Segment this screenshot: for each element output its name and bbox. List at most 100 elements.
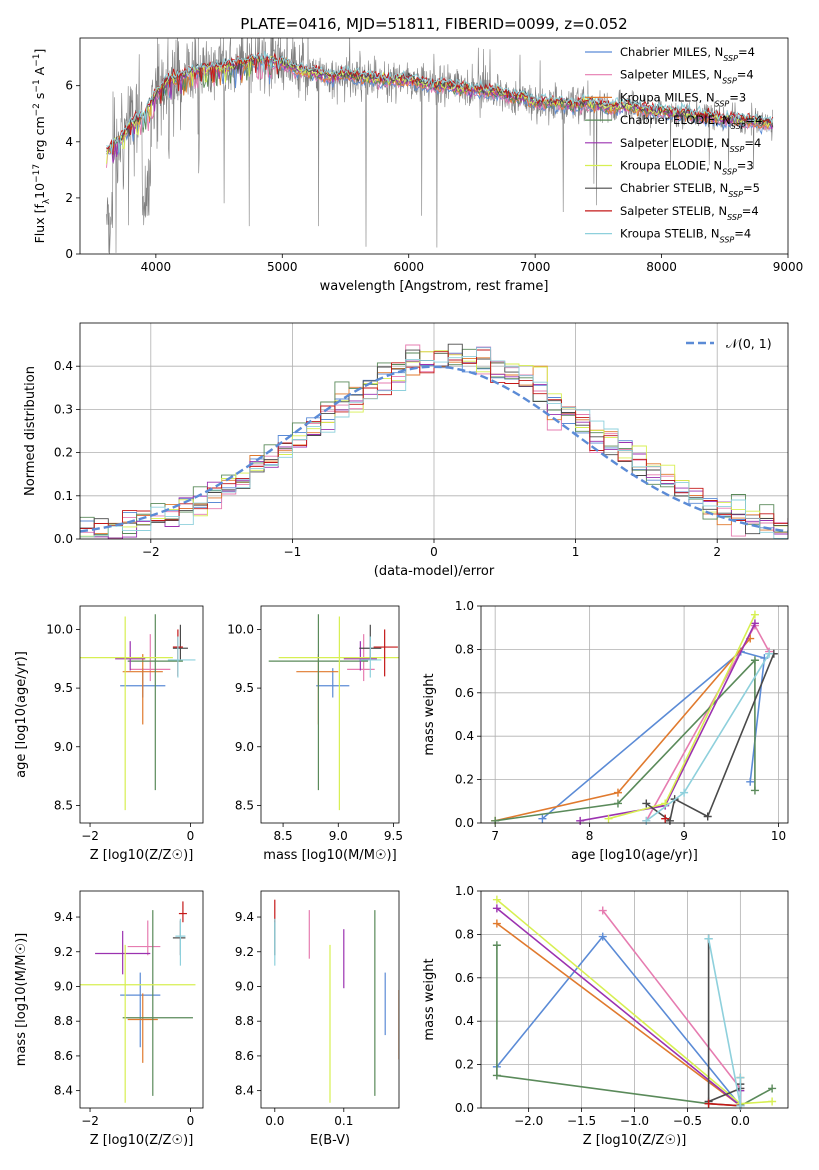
legend-label-sub: SSP <box>728 190 743 199</box>
residuals-panel: −2 −1 0 1 2 0.0 0.1 0.2 0.3 0.4 (data-model)/error… <box>23 322 789 579</box>
weight-vs-z-plot <box>492 895 777 1110</box>
y-axis-label-part: −1 <box>32 54 42 67</box>
y-axis-label-part: −1 <box>32 79 42 92</box>
weight-point-marker <box>750 786 759 795</box>
x-axis-label: Z [log10(Z/Z☉)] <box>583 1133 687 1148</box>
x-tick-label: 9000 <box>773 260 804 274</box>
weight-series <box>661 814 670 823</box>
axes-frame <box>79 890 204 1109</box>
errorbar-point <box>80 944 196 1103</box>
legend-label-name: Chabrier ELODIE, N <box>620 113 731 127</box>
legend-label-name: Salpeter MILES, N <box>620 68 722 82</box>
legend-label-sub: SSP <box>722 167 737 176</box>
weight-point-marker <box>703 812 712 821</box>
legend-label-sub: SSP <box>727 212 742 221</box>
x-axis-label: age [log10(age/yr)] <box>571 848 698 863</box>
errorbar-point <box>359 636 382 678</box>
y-axis-label-part: −2 <box>32 103 42 116</box>
legend-label-n: =3 <box>737 159 754 173</box>
y-axis-label: age [log10(age/yr)] <box>14 651 29 778</box>
y-tick-label: 9.0 <box>235 740 254 754</box>
legend-label-n: =3 <box>729 90 746 104</box>
spectrum-panel: 4000 5000 6000 7000 8000 9000 0 2 4 6 wavelength [… <box>32 37 804 294</box>
y-tick-label: 1.0 <box>455 599 474 613</box>
x-tick-label: −0.5 <box>673 1114 702 1128</box>
errorbar-point <box>373 629 398 677</box>
residual-histogram-step <box>80 347 788 539</box>
legend-label-n: =4 <box>744 136 761 150</box>
errorbar-point <box>343 641 377 671</box>
y-axis-label-part: erg cm <box>32 116 47 164</box>
x-axis-label: mass [log10(M/M☉)] <box>263 848 396 863</box>
legend-label-sub: SSP <box>723 54 738 63</box>
y-tick-label: 8.6 <box>235 1049 254 1063</box>
y-tick-label: 0.2 <box>455 1058 474 1072</box>
y-tick-label: 0.6 <box>455 686 474 700</box>
x-tick-label: 1 <box>572 545 580 559</box>
y-axis-label-part: −17 <box>32 164 42 183</box>
y-axis-label: mass weight <box>422 958 437 1040</box>
weight-series-line <box>541 650 766 820</box>
x-tick-label: −2 <box>142 545 160 559</box>
x-tick-label: 0 <box>187 829 195 843</box>
errorbar-point <box>122 910 193 1096</box>
y-tick-label: 9.0 <box>235 979 254 993</box>
y-axis-label-part: ] <box>32 49 47 54</box>
x-tick-label: 7000 <box>520 260 551 274</box>
x-tick-label: 8000 <box>646 260 677 274</box>
x-tick-label: 0.1 <box>334 1114 353 1128</box>
weight-point-marker <box>492 941 501 950</box>
weight-vs-z-panel: −2.0 −1.5 −1.0 −0.5 0.0 0.0 0.2 0.4 0.6 0.8 1.0 Z [… <box>422 884 789 1148</box>
x-tick-label: −1 <box>284 545 302 559</box>
legend-label: Chabrier ELODIE, NSSP=4 <box>620 113 762 131</box>
weight-point-marker <box>492 919 501 928</box>
weight-point-marker <box>661 814 670 823</box>
mass-vs-ebv-plot <box>274 899 399 1103</box>
x-tick-label: 6000 <box>393 260 424 274</box>
weight-series <box>642 649 778 825</box>
weight-point-marker <box>665 816 674 825</box>
errorbar-point <box>122 654 163 725</box>
errorbar-point <box>296 654 339 725</box>
y-tick-label: 8.5 <box>235 798 254 812</box>
legend-label-n: =4 <box>738 45 755 59</box>
legend-label: 𝒩(0, 1) <box>726 336 772 351</box>
x-tick-label: 2 <box>713 545 721 559</box>
y-tick-label: 0.0 <box>54 532 73 546</box>
errorbar-point <box>268 614 369 791</box>
age-vs-z-panel: −2 0 8.5 9.0 9.5 10.0 Z [log10(Z/Z☉)] age [log1… <box>14 605 204 863</box>
x-tick-label: 0 <box>430 545 438 559</box>
x-tick-label: 0.0 <box>731 1114 750 1128</box>
y-tick-label: 0.2 <box>455 773 474 787</box>
y-tick-label: 0.8 <box>455 642 474 656</box>
errorbar-point <box>120 972 161 1048</box>
axes-frame <box>79 37 789 255</box>
weight-series <box>604 610 759 823</box>
x-axis-label: Z [log10(Z/Z☉)] <box>90 848 194 863</box>
legend-label-n: =4 <box>746 113 763 127</box>
errorbar-point <box>316 668 350 698</box>
x-tick-label: −2 <box>81 1114 99 1128</box>
x-tick-label: −2 <box>81 829 99 843</box>
weight-series-line <box>580 623 756 822</box>
y-tick-label: 0.4 <box>455 729 474 743</box>
y-tick-label: 8.6 <box>54 1049 73 1063</box>
legend-label: Salpeter ELODIE, NSSP=4 <box>620 136 761 154</box>
errorbar-point <box>172 624 188 660</box>
spectrum-plot <box>106 38 774 254</box>
legend-label: Salpeter MILES, NSSP=4 <box>620 68 754 86</box>
weight-point-marker <box>642 799 651 808</box>
y-tick-label: 0.0 <box>455 1101 474 1115</box>
residuals-plot <box>80 343 788 539</box>
legend-label: Kroupa MILES, NSSP=3 <box>620 90 746 108</box>
y-axis-label: mass [log10(M/M☉)] <box>14 933 29 1066</box>
y-tick-label: 9.0 <box>54 740 73 754</box>
weight-series-line <box>708 1102 741 1107</box>
y-tick-label: 4 <box>65 135 73 149</box>
grid <box>481 890 788 1109</box>
y-tick-label: 0.4 <box>54 359 73 373</box>
axes-frame <box>480 605 789 824</box>
y-tick-label: 0.1 <box>54 489 73 503</box>
y-tick-label: 1.0 <box>455 884 474 898</box>
